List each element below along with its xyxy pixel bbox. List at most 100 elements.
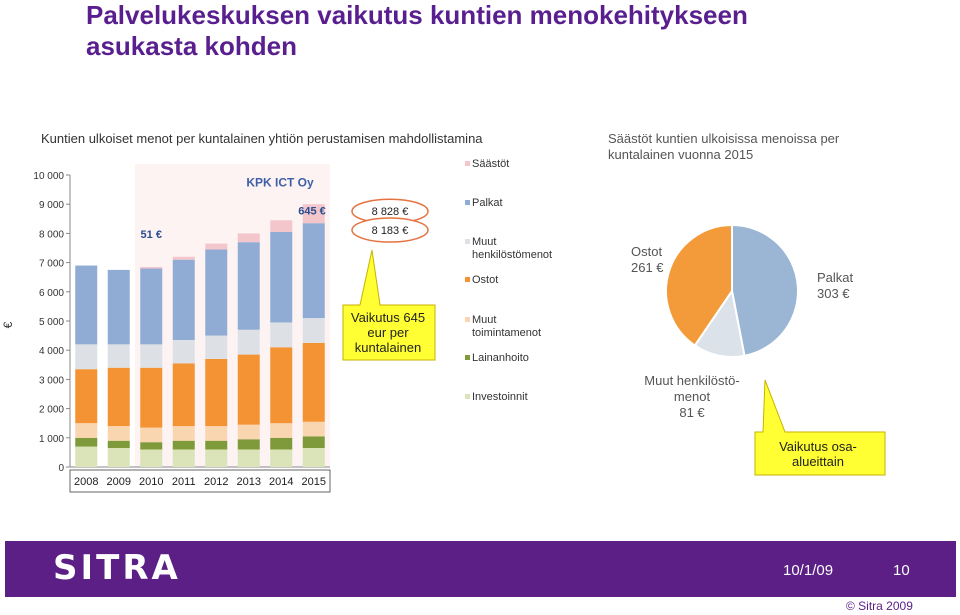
pie-label-palkat-value: 303 €	[817, 286, 850, 301]
annotation-645: 645 €	[298, 205, 326, 217]
bar-segment	[205, 440, 228, 450]
y-tick-label: 2 000	[39, 405, 64, 416]
y-tick-label: 8 000	[39, 229, 64, 240]
pie-label-muut-value: 81 €	[679, 405, 705, 420]
footer-date: 10/1/09	[783, 562, 834, 579]
bar-segment	[75, 369, 98, 424]
bar-segment	[172, 363, 195, 427]
y-tick-label: 5 000	[39, 317, 64, 328]
bar-segment	[140, 427, 163, 443]
legend-label: Lainanhoito	[472, 352, 529, 364]
x-tick-label: 2015	[302, 476, 326, 488]
bar-segment	[205, 426, 228, 441]
bar-segment	[107, 367, 130, 427]
bar-segment	[75, 446, 98, 467]
bar-segment	[237, 449, 260, 467]
legend-label: Investoinnit	[472, 391, 528, 403]
sitra-logo: SITRA	[53, 548, 181, 588]
bar-segment	[140, 442, 163, 450]
y-tick-label: 4 000	[39, 346, 64, 357]
bar-segment	[172, 449, 195, 467]
bar-segment	[270, 347, 293, 424]
bar-segment	[107, 344, 130, 368]
bar-segment	[140, 268, 163, 345]
pie-callout-shape	[754, 379, 886, 476]
legend-label: Ostot	[472, 274, 499, 286]
bar-segment	[75, 437, 98, 447]
bar-segment	[302, 342, 325, 422]
legend-swatch	[465, 239, 470, 244]
bar-segment	[107, 448, 130, 467]
annotation-box-label: KPK ICT Oy	[246, 176, 314, 190]
bar-segment	[237, 329, 260, 355]
legend-label: Muut toimintamenot	[472, 314, 542, 339]
bar-segment	[270, 220, 293, 232]
bar-segment	[302, 448, 325, 467]
bar-segment	[140, 367, 163, 428]
bar-chart-subtitle: Kuntien ulkoiset menot per kuntalainen y…	[41, 131, 483, 146]
legend-swatch	[465, 200, 470, 205]
bar-segment	[237, 424, 260, 440]
bar-segment	[75, 265, 98, 345]
x-tick-label: 2010	[139, 476, 163, 488]
bar-segment	[302, 421, 325, 437]
y-tick-label: 1 000	[39, 434, 64, 445]
x-tick-label: 2012	[204, 476, 228, 488]
pie-label-ostot-name: Ostot	[631, 244, 663, 259]
bar-segment	[140, 266, 163, 269]
y-tick-label: 7 000	[39, 259, 64, 270]
y-tick-label: 0	[58, 463, 64, 474]
x-tick-label: 2013	[237, 476, 261, 488]
bar-segment	[270, 423, 293, 438]
x-tick-label: 2011	[172, 476, 196, 488]
bar-segment	[75, 423, 98, 438]
bar-segment	[237, 354, 260, 425]
bar-segment	[172, 259, 195, 340]
legend-label: Muut henkilöstömenot	[472, 236, 553, 261]
bar-segment	[75, 344, 98, 370]
total-after-savings: 8 183 €	[372, 225, 409, 237]
pie-chart	[665, 223, 886, 476]
legend-swatch	[465, 355, 470, 360]
bar-callout-text: Vaikutus 645 eur per kuntalainen	[350, 310, 426, 355]
bar-segment	[172, 426, 195, 441]
total-with-savings: 8 828 €	[372, 206, 409, 218]
bar-segment	[302, 204, 325, 224]
bar-segment	[140, 449, 163, 467]
y-axis-label: €	[1, 321, 15, 328]
x-tick-label: 2008	[74, 476, 98, 488]
bar-segment	[302, 436, 325, 449]
page-number: 10	[893, 562, 910, 579]
bar-segment	[205, 249, 228, 336]
pie-label-ostot: Ostot 261 €	[631, 244, 664, 276]
annotation-51: 51 €	[141, 229, 162, 241]
bar-segment	[205, 449, 228, 467]
pie-label-muut-name: Muut henkilöstö-menot	[644, 373, 740, 404]
legend-label: Palkat	[472, 197, 503, 209]
legend-swatch	[465, 394, 470, 399]
legend-swatch	[465, 317, 470, 322]
x-tick-label: 2009	[107, 476, 131, 488]
pie-label-muut-henkilostomenot: Muut henkilöstö-menot 81 €	[642, 373, 742, 421]
pie-callout-text: Vaikutus osa-alueittain	[779, 439, 857, 469]
footer-bar	[5, 541, 956, 597]
bar-segment	[302, 223, 325, 319]
callout-shape	[342, 249, 436, 361]
bar-segment	[140, 344, 163, 368]
legend-label: Säästöt	[472, 158, 510, 170]
y-tick-label: 9 000	[39, 200, 64, 211]
bar-segment	[237, 439, 260, 450]
page-title: Palvelukeskuksen vaikutus kuntien menoke…	[86, 0, 748, 61]
bar-segment	[172, 339, 195, 364]
bar-segment	[107, 269, 130, 345]
pie-slice	[731, 223, 799, 357]
y-tick-label: 6 000	[39, 288, 64, 299]
x-axis-label-box	[69, 469, 331, 493]
stacked-bar-chart: 0 1 000 2 000 3 000 4 000 5 000 6 000 7 000 8 00…	[1, 164, 436, 493]
total-after-ellipse	[351, 217, 429, 243]
bar-segment	[237, 233, 260, 243]
bar-segment	[107, 440, 130, 449]
savings-highlight-area	[135, 164, 330, 467]
bar-segment	[270, 437, 293, 450]
bar-segment	[270, 231, 293, 323]
